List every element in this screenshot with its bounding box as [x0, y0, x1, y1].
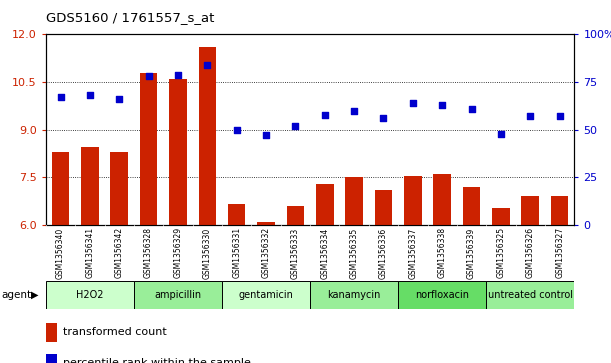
Point — [525, 114, 535, 119]
FancyBboxPatch shape — [398, 281, 486, 309]
Point — [496, 131, 506, 136]
Bar — [169, 79, 187, 225]
Bar — [228, 204, 246, 225]
Point — [202, 62, 212, 68]
Bar — [551, 196, 568, 225]
Point — [85, 93, 95, 98]
Point — [408, 100, 418, 106]
Point — [349, 108, 359, 114]
Text: GSM1356331: GSM1356331 — [232, 227, 241, 278]
Text: GSM1356340: GSM1356340 — [56, 227, 65, 278]
Text: GSM1356328: GSM1356328 — [144, 227, 153, 278]
Point — [437, 102, 447, 108]
Text: GDS5160 / 1761557_s_at: GDS5160 / 1761557_s_at — [46, 11, 214, 24]
Text: GSM1356329: GSM1356329 — [174, 227, 183, 278]
Text: GSM1356326: GSM1356326 — [526, 227, 535, 278]
Text: kanamycin: kanamycin — [327, 290, 381, 300]
Point — [290, 123, 300, 129]
Bar — [46, 354, 57, 363]
Text: GSM1356336: GSM1356336 — [379, 227, 388, 278]
Bar — [375, 190, 392, 225]
Point — [56, 94, 65, 100]
Text: GSM1356335: GSM1356335 — [349, 227, 359, 278]
Text: GSM1356333: GSM1356333 — [291, 227, 300, 278]
Point — [232, 127, 241, 133]
Point — [173, 72, 183, 77]
Text: GSM1356332: GSM1356332 — [262, 227, 271, 278]
Point — [467, 106, 477, 112]
Point — [555, 114, 565, 119]
Bar — [81, 147, 98, 225]
Bar — [257, 222, 275, 225]
FancyBboxPatch shape — [46, 281, 134, 309]
FancyBboxPatch shape — [486, 281, 574, 309]
Text: GSM1356342: GSM1356342 — [115, 227, 124, 278]
Text: GSM1356341: GSM1356341 — [86, 227, 94, 278]
Bar — [404, 176, 422, 225]
Text: GSM1356337: GSM1356337 — [408, 227, 417, 278]
Bar — [111, 152, 128, 225]
Text: ampicillin: ampicillin — [155, 290, 202, 300]
Bar — [433, 174, 451, 225]
Text: ▶: ▶ — [31, 290, 38, 300]
Point — [144, 74, 153, 79]
FancyBboxPatch shape — [134, 281, 222, 309]
Point — [320, 112, 330, 118]
Bar — [521, 196, 539, 225]
FancyBboxPatch shape — [222, 281, 310, 309]
Text: GSM1356330: GSM1356330 — [203, 227, 212, 278]
Text: transformed count: transformed count — [63, 327, 166, 338]
Bar — [492, 208, 510, 225]
Text: percentile rank within the sample: percentile rank within the sample — [63, 358, 251, 363]
Text: norfloxacin: norfloxacin — [415, 290, 469, 300]
Text: GSM1356325: GSM1356325 — [496, 227, 505, 278]
Bar — [345, 178, 363, 225]
Bar — [463, 187, 480, 225]
Point — [379, 115, 389, 121]
Text: agent: agent — [1, 290, 31, 300]
Bar — [316, 184, 334, 225]
Text: GSM1356327: GSM1356327 — [555, 227, 564, 278]
Text: gentamicin: gentamicin — [239, 290, 293, 300]
Bar — [46, 323, 57, 342]
Bar — [140, 73, 158, 225]
Text: GSM1356339: GSM1356339 — [467, 227, 476, 278]
Point — [114, 97, 124, 102]
Text: GSM1356334: GSM1356334 — [320, 227, 329, 278]
Text: H2O2: H2O2 — [76, 290, 104, 300]
Text: GSM1356338: GSM1356338 — [437, 227, 447, 278]
Bar — [287, 206, 304, 225]
Bar — [52, 152, 69, 225]
Text: untreated control: untreated control — [488, 290, 573, 300]
Point — [261, 132, 271, 138]
FancyBboxPatch shape — [310, 281, 398, 309]
Bar — [199, 47, 216, 225]
